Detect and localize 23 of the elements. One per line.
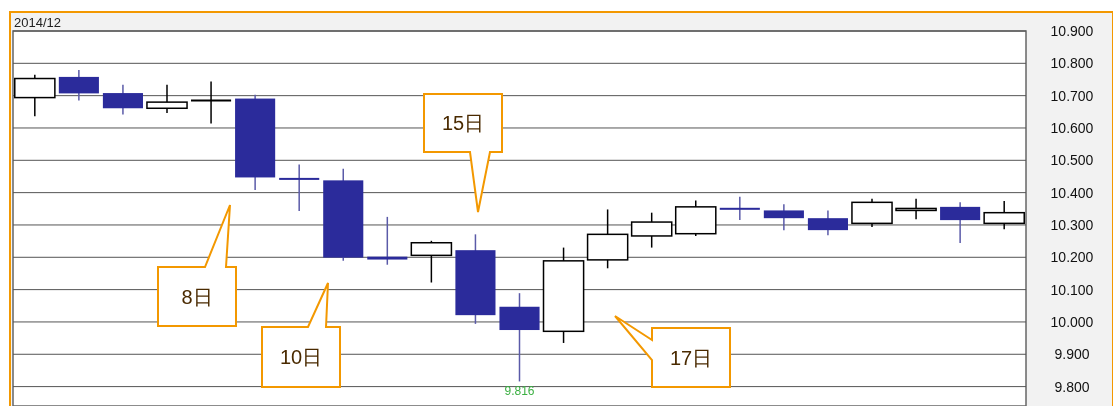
y-tick-label: 10.200 [1050,249,1094,266]
y-tick-label: 10.400 [1050,184,1094,201]
candlestick [719,196,760,221]
y-tick-label: 10.100 [1050,281,1094,298]
y-tick-label: 10.800 [1050,55,1094,72]
candlestick [367,216,408,266]
candlestick [146,83,188,114]
chart-title: 2014/12 [14,15,61,30]
annotation: 17日 [669,346,713,369]
annotation: 8日 [181,285,213,308]
candlestick [191,80,232,125]
y-tick-label: 10.600 [1050,119,1094,136]
y-tick-label: 9.900 [1054,346,1090,363]
annotation: 9.816 [504,384,535,399]
y-tick-label: 10.900 [1050,22,1094,39]
annotation: 15日 [441,112,485,134]
y-tick-label: 10.700 [1050,87,1094,104]
candlestick [279,163,320,212]
annotation: 10日 [279,346,323,368]
y-tick-label: 10.000 [1050,313,1094,330]
y-tick-label: 9.800 [1054,378,1090,395]
y-tick-label: 10.500 [1050,152,1094,169]
y-tick-label: 10.300 [1050,216,1094,233]
